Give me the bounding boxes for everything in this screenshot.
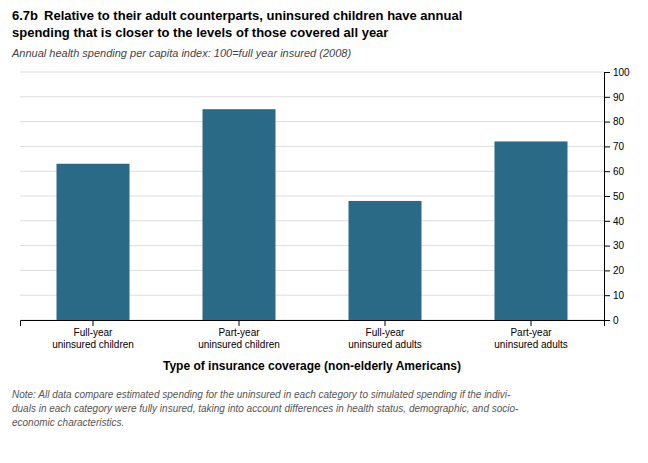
tick: 50 (604, 191, 625, 202)
tick-mark (604, 295, 610, 296)
note: economic characteristics. (12, 417, 124, 428)
tick: Full-yearuninsured children (52, 320, 134, 350)
tick: 60 (604, 166, 625, 177)
tick-mark (531, 320, 532, 326)
y-axis: 0 10 20 30 40 50 60 70 80 90 100 (604, 67, 630, 326)
bar (349, 201, 422, 320)
tick: 90 (604, 92, 625, 103)
tick: 80 (604, 116, 625, 127)
tick-label: 40 (613, 216, 625, 227)
tick: 10 (604, 290, 625, 301)
bars (57, 109, 568, 320)
tick: 100 (604, 67, 630, 78)
tick-mark (604, 171, 610, 172)
tick-label: 50 (613, 191, 625, 202)
axis-line (605, 73, 611, 321)
tick-label: 20 (613, 265, 625, 276)
plot: 0 10 20 30 40 50 60 70 80 90 100 Full-yearuninsured… (20, 67, 630, 350)
tick-mark (604, 72, 610, 73)
grid-line (20, 72, 604, 73)
bar (495, 141, 568, 320)
tick: Part-yearuninsured adults (494, 320, 567, 350)
tick-mark (93, 320, 94, 326)
tick-label: 60 (613, 166, 625, 177)
tick: 40 (604, 216, 625, 227)
tick-label: 0 (613, 315, 619, 326)
bar (203, 109, 276, 320)
tick-label: Part-yearuninsured adults (494, 327, 567, 350)
tick-label: 100 (613, 67, 630, 78)
tick-mark (604, 246, 610, 247)
tick-mark (604, 146, 610, 147)
tick: 20 (604, 265, 625, 276)
title: 6.7b (12, 8, 38, 23)
tick-label: 90 (613, 92, 625, 103)
tick: 0 (604, 315, 619, 326)
chart: 6.7b Relative to their adult counterparts… (0, 0, 648, 463)
tick-mark (604, 270, 610, 271)
bar (57, 164, 130, 320)
tick-label: Full-yearuninsured children (52, 327, 134, 350)
tick-label: Part-yearuninsured children (198, 327, 280, 350)
tick-mark (604, 221, 610, 222)
tick-mark (604, 97, 610, 98)
tick-mark (239, 320, 240, 326)
subtitle: Annual health spending per capita index:… (11, 47, 351, 59)
title: Relative to their adult counterparts, un… (44, 8, 462, 23)
tick-label: 80 (613, 116, 625, 127)
x-axis-title: Type of insurance coverage (non-elderly … (163, 359, 461, 373)
tick-label: Full-yearuninsured adults (348, 327, 421, 350)
tick: Full-yearuninsured adults (348, 320, 421, 350)
note: duals in each category were fully insure… (12, 403, 519, 414)
tick-label: 30 (613, 240, 625, 251)
tick: 70 (604, 141, 625, 152)
tick-label: 70 (613, 141, 625, 152)
note: Note: All data compare estimated spendin… (12, 389, 511, 400)
title: spending that is closer to the levels of… (12, 25, 388, 40)
tick-mark (604, 196, 610, 197)
grid-line (20, 96, 604, 97)
grid (20, 72, 604, 320)
tick: Part-yearuninsured children (198, 320, 280, 350)
grid-line (20, 121, 604, 122)
tick-mark (385, 320, 386, 326)
axis-line (21, 321, 605, 327)
tick: 30 (604, 240, 625, 251)
x-axis: Full-yearuninsured children Part-yearunin… (21, 320, 605, 350)
tick-label: 10 (613, 290, 625, 301)
tick-mark (604, 122, 610, 123)
